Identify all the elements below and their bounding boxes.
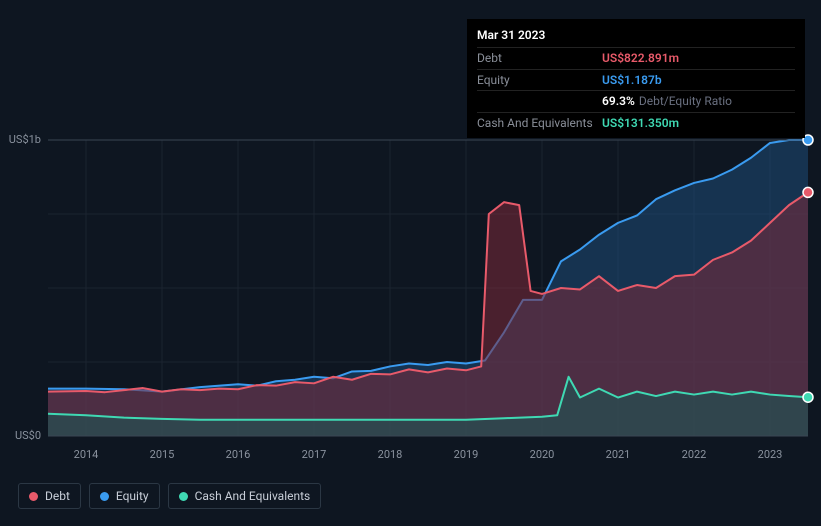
- x-axis-label: 2016: [226, 448, 251, 461]
- x-axis-label: 2017: [302, 448, 327, 461]
- chart-tooltip: Mar 31 2023 DebtUS$822.891mEquityUS$1.18…: [467, 19, 805, 138]
- x-axis-label: 2023: [758, 448, 783, 461]
- end-marker-debt: [803, 187, 813, 197]
- x-axis-label: 2022: [682, 448, 707, 461]
- legend-item-label: Cash And Equivalents: [195, 489, 311, 503]
- tooltip-row-label: [477, 93, 602, 110]
- tooltip-row-value: US$822.891m: [602, 50, 679, 67]
- legend-swatch-icon: [100, 492, 109, 501]
- tooltip-row-label: Equity: [477, 72, 602, 89]
- x-axis-label: 2021: [606, 448, 631, 461]
- y-axis-label: US$1b: [0, 133, 41, 146]
- legend: Debt Equity Cash And Equivalents: [18, 483, 321, 509]
- legend-swatch-icon: [179, 492, 188, 501]
- tooltip-row: DebtUS$822.891m: [477, 47, 795, 69]
- x-axis-label: 2020: [530, 448, 555, 461]
- legend-item-label: Debt: [45, 489, 70, 503]
- tooltip-row: Cash And EquivalentsUS$131.350m: [477, 112, 795, 134]
- tooltip-date: Mar 31 2023: [477, 25, 795, 47]
- tooltip-row-value: US$131.350m: [602, 115, 679, 132]
- tooltip-row-label: Cash And Equivalents: [477, 115, 602, 132]
- x-axis-label: 2019: [454, 448, 479, 461]
- x-axis-label: 2014: [74, 448, 99, 461]
- legend-item-cash[interactable]: Cash And Equivalents: [168, 483, 322, 509]
- tooltip-row-label: Debt: [477, 50, 602, 67]
- legend-item-debt[interactable]: Debt: [18, 483, 81, 509]
- legend-item-equity[interactable]: Equity: [89, 483, 160, 509]
- legend-item-label: Equity: [116, 489, 149, 503]
- tooltip-row-value: 69.3%: [602, 93, 635, 110]
- tooltip-row: 69.3%Debt/Equity Ratio: [477, 90, 795, 112]
- x-axis-labels: 2014 2015 2016 2017 2018 2019 2020 2021 2022 2023: [0, 448, 821, 468]
- x-axis-label: 2015: [150, 448, 175, 461]
- y-axis-label: US$0: [0, 429, 41, 442]
- tooltip-row-value: US$1.187b: [602, 72, 662, 89]
- tooltip-row: EquityUS$1.187b: [477, 69, 795, 91]
- end-marker-cash: [803, 392, 813, 402]
- legend-swatch-icon: [29, 492, 38, 501]
- x-axis-label: 2018: [378, 448, 403, 461]
- tooltip-row-suffix: Debt/Equity Ratio: [639, 93, 732, 110]
